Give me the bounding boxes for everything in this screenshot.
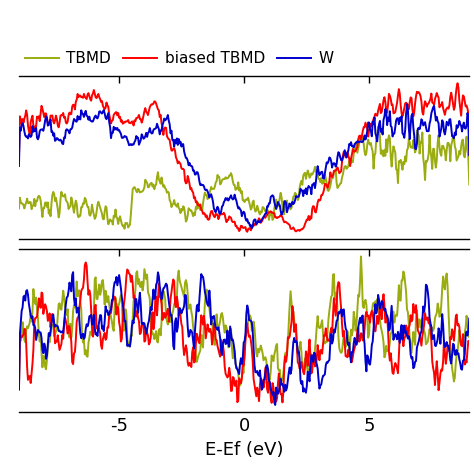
biased TBMD (457, 105, 463, 111)
TBMD (285, 203, 291, 209)
W (404, 101, 410, 107)
Line: TBMD: TBMD (19, 127, 469, 228)
biased TBMD (466, 152, 472, 157)
TBMD (231, 182, 237, 188)
W (466, 152, 472, 158)
X-axis label: E-Ef (eV): E-Ef (eV) (205, 441, 283, 459)
biased TBMD (245, 229, 250, 235)
biased TBMD (261, 214, 266, 220)
TBMD (16, 206, 22, 211)
TBMD (375, 124, 381, 129)
TBMD (387, 136, 392, 141)
W (249, 226, 255, 231)
biased TBMD (455, 81, 460, 86)
W (230, 197, 236, 202)
W (285, 206, 291, 212)
W (261, 214, 266, 220)
TBMD (457, 152, 463, 157)
biased TBMD (233, 223, 238, 229)
Line: biased TBMD: biased TBMD (19, 83, 469, 232)
TBMD (122, 226, 128, 231)
Line: W: W (19, 104, 469, 228)
W (233, 196, 238, 201)
biased TBMD (16, 155, 22, 160)
W (386, 118, 392, 124)
biased TBMD (230, 219, 236, 225)
W (457, 121, 463, 127)
biased TBMD (386, 91, 392, 97)
Legend: TBMD, biased TBMD, W: TBMD, biased TBMD, W (19, 46, 339, 73)
biased TBMD (285, 221, 291, 227)
TBMD (261, 205, 266, 210)
W (16, 163, 22, 169)
TBMD (234, 185, 239, 191)
TBMD (466, 182, 472, 187)
